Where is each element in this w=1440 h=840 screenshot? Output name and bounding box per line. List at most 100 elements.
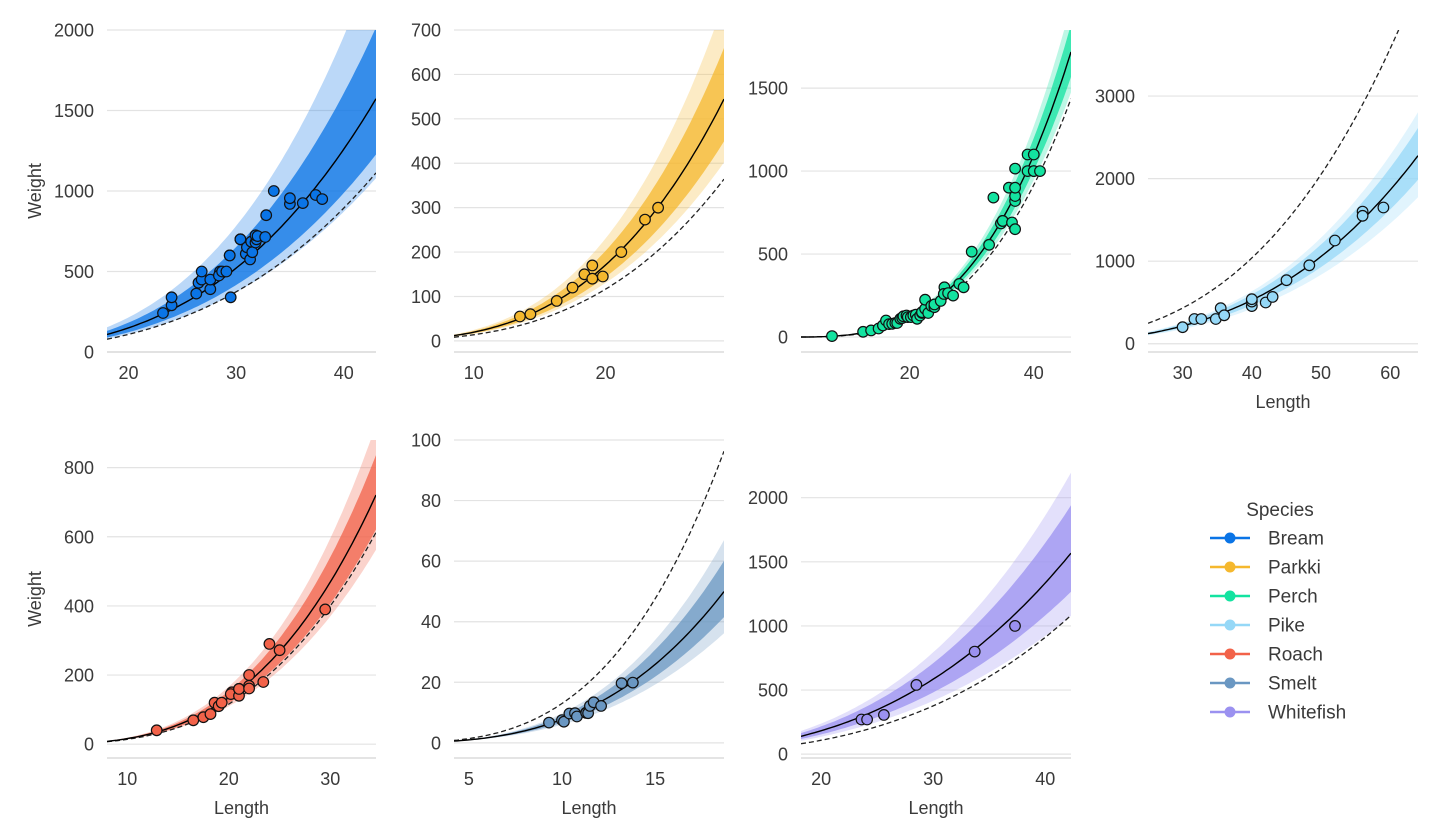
y-tick-label-bream: 2000 [54, 21, 94, 41]
plot-area-pike [1148, 30, 1418, 336]
y-tick-label-parkki: 300 [411, 198, 441, 218]
legend-label-whitefish: Whitefish [1268, 703, 1346, 724]
data-point-bream [234, 233, 247, 246]
data-point-bream [157, 307, 169, 319]
y-tick-label-smelt: 20 [421, 673, 441, 693]
y-tick-label-roach: 400 [64, 596, 94, 616]
data-point-pike [1266, 291, 1279, 303]
data-point-pike [1377, 201, 1390, 214]
y-tick-label-parkki: 200 [411, 243, 441, 263]
legend-title: Species [1246, 500, 1314, 521]
data-point-pike [1176, 321, 1189, 334]
data-point-pike [1218, 309, 1231, 322]
fit-line-perch [801, 51, 1071, 338]
y-tick-label-pike: 3000 [1095, 87, 1135, 107]
legend-marker-roach [1224, 648, 1236, 660]
x-tick-label-bream: 30 [226, 363, 246, 383]
data-point-bream [223, 249, 236, 262]
data-point-perch [1009, 181, 1021, 194]
y-tick-label-perch: 1000 [748, 162, 788, 182]
subplot-roach: 0 200 400 600 800 10 20 30 Length Weight [25, 440, 376, 818]
legend-label-pike: Pike [1268, 616, 1305, 637]
data-point-pike [1280, 274, 1293, 287]
x-tick-label-whitefish: 20 [811, 769, 831, 789]
data-point-smelt [615, 677, 628, 690]
x-tick-label-perch: 20 [900, 363, 920, 383]
legend-label-parkki: Parkki [1268, 558, 1321, 579]
data-point-parkki [639, 213, 651, 226]
plot-area-roach [107, 440, 376, 743]
legend-entry-roach: Roach [1210, 645, 1323, 666]
posterior-band-inner-bream [107, 30, 376, 338]
y-tick-label-whitefish: 0 [778, 745, 788, 765]
data-point-smelt [626, 676, 639, 689]
data-point-smelt [558, 715, 570, 728]
data-point-roach [273, 644, 286, 657]
data-point-pike [1328, 234, 1341, 247]
legend-label-roach: Roach [1268, 645, 1323, 666]
plot-area-whitefish [801, 472, 1071, 745]
data-point-bream [220, 265, 233, 278]
data-point-parkki [524, 308, 537, 321]
data-point-roach [204, 708, 217, 720]
y-tick-label-parkki: 600 [411, 65, 441, 85]
data-point-perch [987, 191, 1000, 204]
data-point-perch [957, 281, 970, 294]
y-tick-label-smelt: 100 [411, 431, 441, 451]
y-tick-label-roach: 800 [64, 458, 94, 478]
x-tick-label-pike: 30 [1173, 363, 1193, 383]
legend-label-smelt: Smelt [1268, 674, 1317, 695]
y-tick-label-whitefish: 2000 [748, 488, 788, 508]
y-tick-label-roach: 200 [64, 666, 94, 686]
subplot-smelt: 0 20 40 60 80 100 5 10 15 Length [411, 431, 724, 818]
data-point-whitefish [910, 679, 923, 691]
fit-line-whitefish [801, 552, 1071, 737]
data-point-roach [187, 714, 200, 727]
data-point-bream [224, 291, 237, 304]
data-point-bream [165, 291, 178, 304]
y-tick-label-whitefish: 500 [758, 681, 788, 701]
data-point-bream [195, 265, 208, 278]
legend-marker-bream [1224, 532, 1236, 544]
legend-entry-parkki: Parkki [1210, 558, 1321, 579]
x-tick-label-smelt: 15 [645, 769, 665, 789]
y-tick-label-bream: 500 [64, 262, 94, 282]
data-point-smelt [595, 700, 607, 712]
data-point-perch [1009, 223, 1021, 236]
plot-area-bream [107, 30, 376, 340]
data-point-perch [947, 289, 959, 302]
y-tick-label-pike: 1000 [1095, 252, 1135, 272]
y-tick-label-bream: 1500 [54, 101, 94, 121]
y-axis-title-bream: Weight [25, 163, 45, 219]
legend-entry-perch: Perch [1210, 587, 1318, 608]
data-point-bream [259, 231, 272, 243]
x-tick-label-smelt: 5 [464, 769, 474, 789]
x-axis-title-whitefish: Length [908, 798, 963, 818]
legend-entry-bream: Bream [1210, 529, 1324, 550]
data-point-perch [1034, 165, 1046, 178]
data-point-pike [1303, 259, 1316, 272]
x-tick-label-parkki: 20 [595, 363, 615, 383]
y-tick-label-smelt: 60 [421, 552, 441, 572]
legend-marker-parkki [1224, 561, 1236, 573]
data-point-whitefish [878, 709, 890, 721]
data-point-perch [983, 238, 995, 251]
subplot-parkki: 0 100 200 300 400 500 600 700 10 20 [411, 21, 724, 383]
data-point-bream [260, 209, 273, 222]
y-tick-label-pike: 2000 [1095, 169, 1135, 189]
y-tick-label-smelt: 0 [431, 733, 441, 753]
y-tick-label-perch: 0 [778, 328, 788, 348]
data-point-parkki [586, 259, 599, 272]
reference-curve-smelt [454, 450, 724, 742]
data-point-parkki [514, 310, 526, 323]
y-tick-label-whitefish: 1000 [748, 616, 788, 636]
subplot-perch: 0 500 1000 1500 20 40 [748, 30, 1071, 383]
plot-area-smelt [454, 450, 724, 742]
posterior-band-outer-pike [1148, 112, 1418, 336]
y-tick-label-parkki: 100 [411, 287, 441, 307]
posterior-band-inner-pike [1148, 128, 1418, 335]
species-legend: Species Bream Parkki Perch Pike Roach [1210, 500, 1346, 724]
x-tick-label-pike: 50 [1311, 363, 1331, 383]
